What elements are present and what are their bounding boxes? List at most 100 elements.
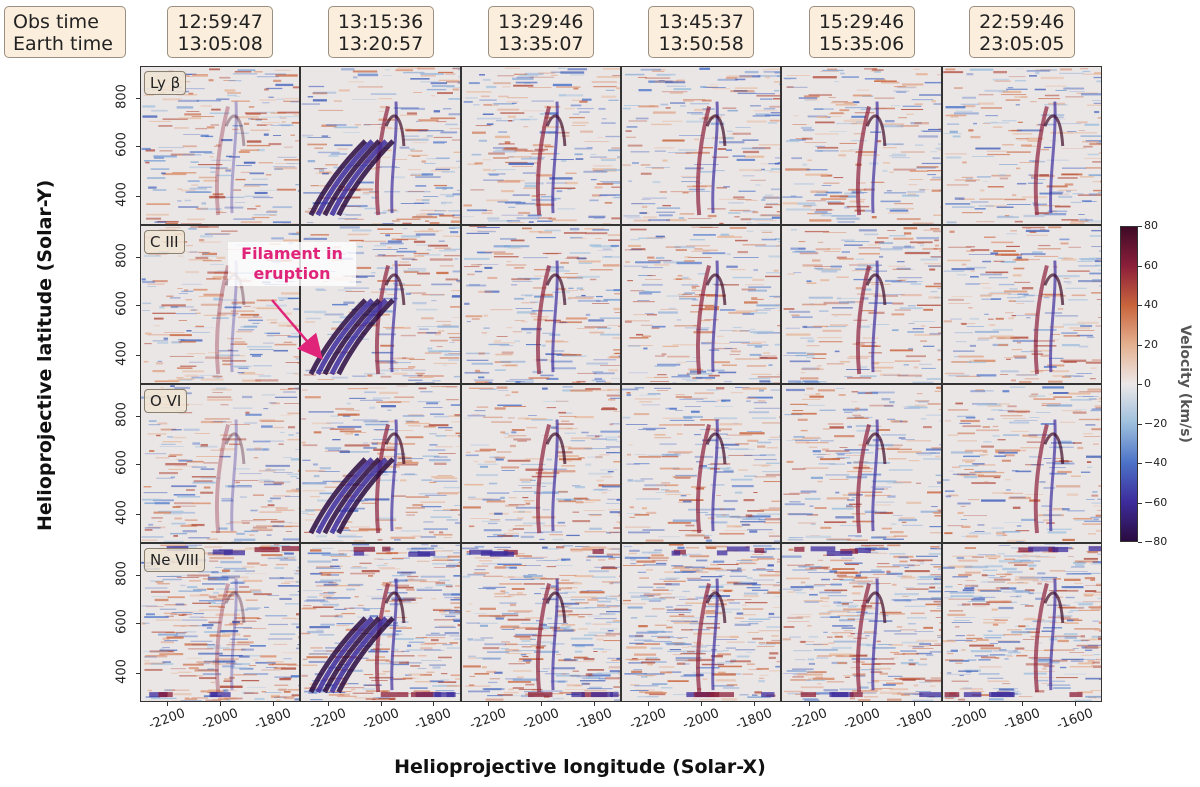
colorbar-tick-mark xyxy=(1138,226,1142,227)
velocity-map-image xyxy=(301,67,460,224)
earth-time-value: 13:05:08 xyxy=(177,33,263,55)
spectral-line-label: Ne VIII xyxy=(144,548,205,572)
x-tick-label: -1800 xyxy=(573,705,615,734)
y-tick-mark xyxy=(136,514,140,516)
spectral-line-label: Ly β xyxy=(144,71,187,95)
obs-time-value: 13:45:37 xyxy=(658,11,744,33)
velocity-map-image xyxy=(301,385,460,542)
x-tick-mark xyxy=(540,702,542,706)
velocity-map-panel: Ly β xyxy=(140,66,301,225)
colorbar-tick-mark xyxy=(1138,542,1142,543)
velocity-map-image xyxy=(782,385,941,542)
x-tick-mark xyxy=(220,702,222,706)
velocity-map-panel xyxy=(620,384,782,543)
y-tick-label: 400 xyxy=(114,500,130,526)
x-axis-label: Helioprojective longitude (Solar-X) xyxy=(394,756,766,778)
velocity-map-grid: Ly β C III O VI Ne VIII xyxy=(140,66,1102,702)
velocity-map-image xyxy=(942,385,1101,542)
velocity-map-panel xyxy=(300,225,461,384)
obs-time-value: 22:59:46 xyxy=(979,11,1065,33)
y-tick-mark xyxy=(136,574,140,576)
velocity-map-panel xyxy=(300,384,461,543)
y-tick-label: 400 xyxy=(114,659,130,685)
velocity-map-panel xyxy=(460,225,621,384)
colorbar-tick-mark xyxy=(1138,463,1142,464)
colorbar-tick-mark xyxy=(1138,384,1142,385)
x-tick-mark xyxy=(380,702,382,706)
earth-time-value: 15:35:06 xyxy=(818,33,905,55)
velocity-map-panel xyxy=(941,225,1102,384)
colorbar-tick-mark xyxy=(1138,423,1142,425)
earth-time-value: 23:05:05 xyxy=(979,33,1065,55)
velocity-map-image xyxy=(782,67,941,224)
x-tick-label: -1800 xyxy=(413,705,454,734)
x-tick-label: -2000 xyxy=(680,705,722,734)
colorbar-tick-label: 80 xyxy=(1144,219,1158,232)
x-tick-mark xyxy=(1021,702,1023,706)
y-tick-mark xyxy=(136,145,140,147)
velocity-map-panel xyxy=(620,543,782,702)
earth-time-value: 13:35:07 xyxy=(498,33,584,55)
colorbar-tick-mark xyxy=(1138,502,1142,504)
velocity-map-image xyxy=(621,67,781,224)
obs-time-value: 13:15:36 xyxy=(337,11,424,33)
obs-time-label: Obs time xyxy=(13,11,99,33)
velocity-map-image xyxy=(461,544,620,701)
time-box-col-1: 12:59:47 13:05:08 xyxy=(167,6,274,58)
velocity-map-panel xyxy=(300,543,461,702)
velocity-map-panel xyxy=(781,384,942,543)
x-tick-label: -2200 xyxy=(307,705,348,734)
y-axis-label: Helioprojective latitude (Solar-Y) xyxy=(34,179,56,531)
x-tick-label: -2000 xyxy=(948,705,990,734)
velocity-map-panel xyxy=(300,66,461,225)
x-tick-mark xyxy=(593,702,595,706)
velocity-map-image xyxy=(621,385,781,542)
time-row-labels: Obs time Earth time xyxy=(4,6,126,58)
obs-time-value: 15:29:46 xyxy=(818,11,905,33)
y-tick-label: 600 xyxy=(114,449,130,475)
filament-annotation: Filament in eruption xyxy=(228,242,356,286)
x-tick-label: -1600 xyxy=(1054,705,1096,734)
x-tick-mark xyxy=(273,702,275,706)
velocity-map-image xyxy=(942,226,1101,383)
velocity-map-image xyxy=(782,544,941,701)
velocity-map-panel xyxy=(460,384,621,543)
velocity-map-image xyxy=(141,67,300,224)
x-tick-label: -1800 xyxy=(1001,705,1043,734)
colorbar-label: Velocity (km/s) xyxy=(1177,325,1193,443)
x-tick-label: -2000 xyxy=(520,705,562,734)
y-tick-mark xyxy=(136,415,140,417)
colorbar-tick-label: −20 xyxy=(1144,416,1168,430)
y-tick-label: 800 xyxy=(114,242,130,268)
x-tick-label: -2200 xyxy=(788,705,829,734)
time-box-col-2: 13:15:36 13:20:57 xyxy=(327,6,434,58)
velocity-map-panel xyxy=(781,543,942,702)
velocity-map-panel: O VI xyxy=(140,384,301,543)
x-tick-label: -2000 xyxy=(199,705,241,734)
y-tick-mark xyxy=(136,622,140,624)
y-tick-label: 600 xyxy=(114,131,130,157)
y-tick-label: 600 xyxy=(114,608,130,634)
time-box-col-3: 13:29:46 13:35:07 xyxy=(487,6,594,58)
x-tick-mark xyxy=(327,702,329,706)
y-tick-label: 800 xyxy=(114,401,130,427)
velocity-map-image xyxy=(942,544,1101,701)
earth-time-value: 13:50:58 xyxy=(658,33,744,55)
velocity-map-panel xyxy=(941,384,1102,543)
velocity-map-panel xyxy=(941,543,1102,702)
colorbar-tick-label: −80 xyxy=(1144,535,1168,548)
y-tick-mark xyxy=(136,97,140,99)
time-box-col-4: 13:45:37 13:50:58 xyxy=(648,6,755,58)
velocity-map-image xyxy=(621,226,781,383)
colorbar-tick-label: 0 xyxy=(1144,377,1151,390)
velocity-map-image xyxy=(942,67,1101,224)
x-tick-mark xyxy=(861,702,863,706)
x-tick-label: -2200 xyxy=(627,705,669,734)
y-tick-mark xyxy=(136,196,140,198)
x-tick-label: -2000 xyxy=(360,705,401,734)
velocity-map-panel xyxy=(620,225,782,384)
velocity-map-panel: Ne VIII xyxy=(140,543,301,702)
x-tick-mark xyxy=(1074,702,1076,706)
velocity-map-panel xyxy=(781,66,942,225)
time-box-col-6: 22:59:46 23:05:05 xyxy=(968,6,1075,58)
